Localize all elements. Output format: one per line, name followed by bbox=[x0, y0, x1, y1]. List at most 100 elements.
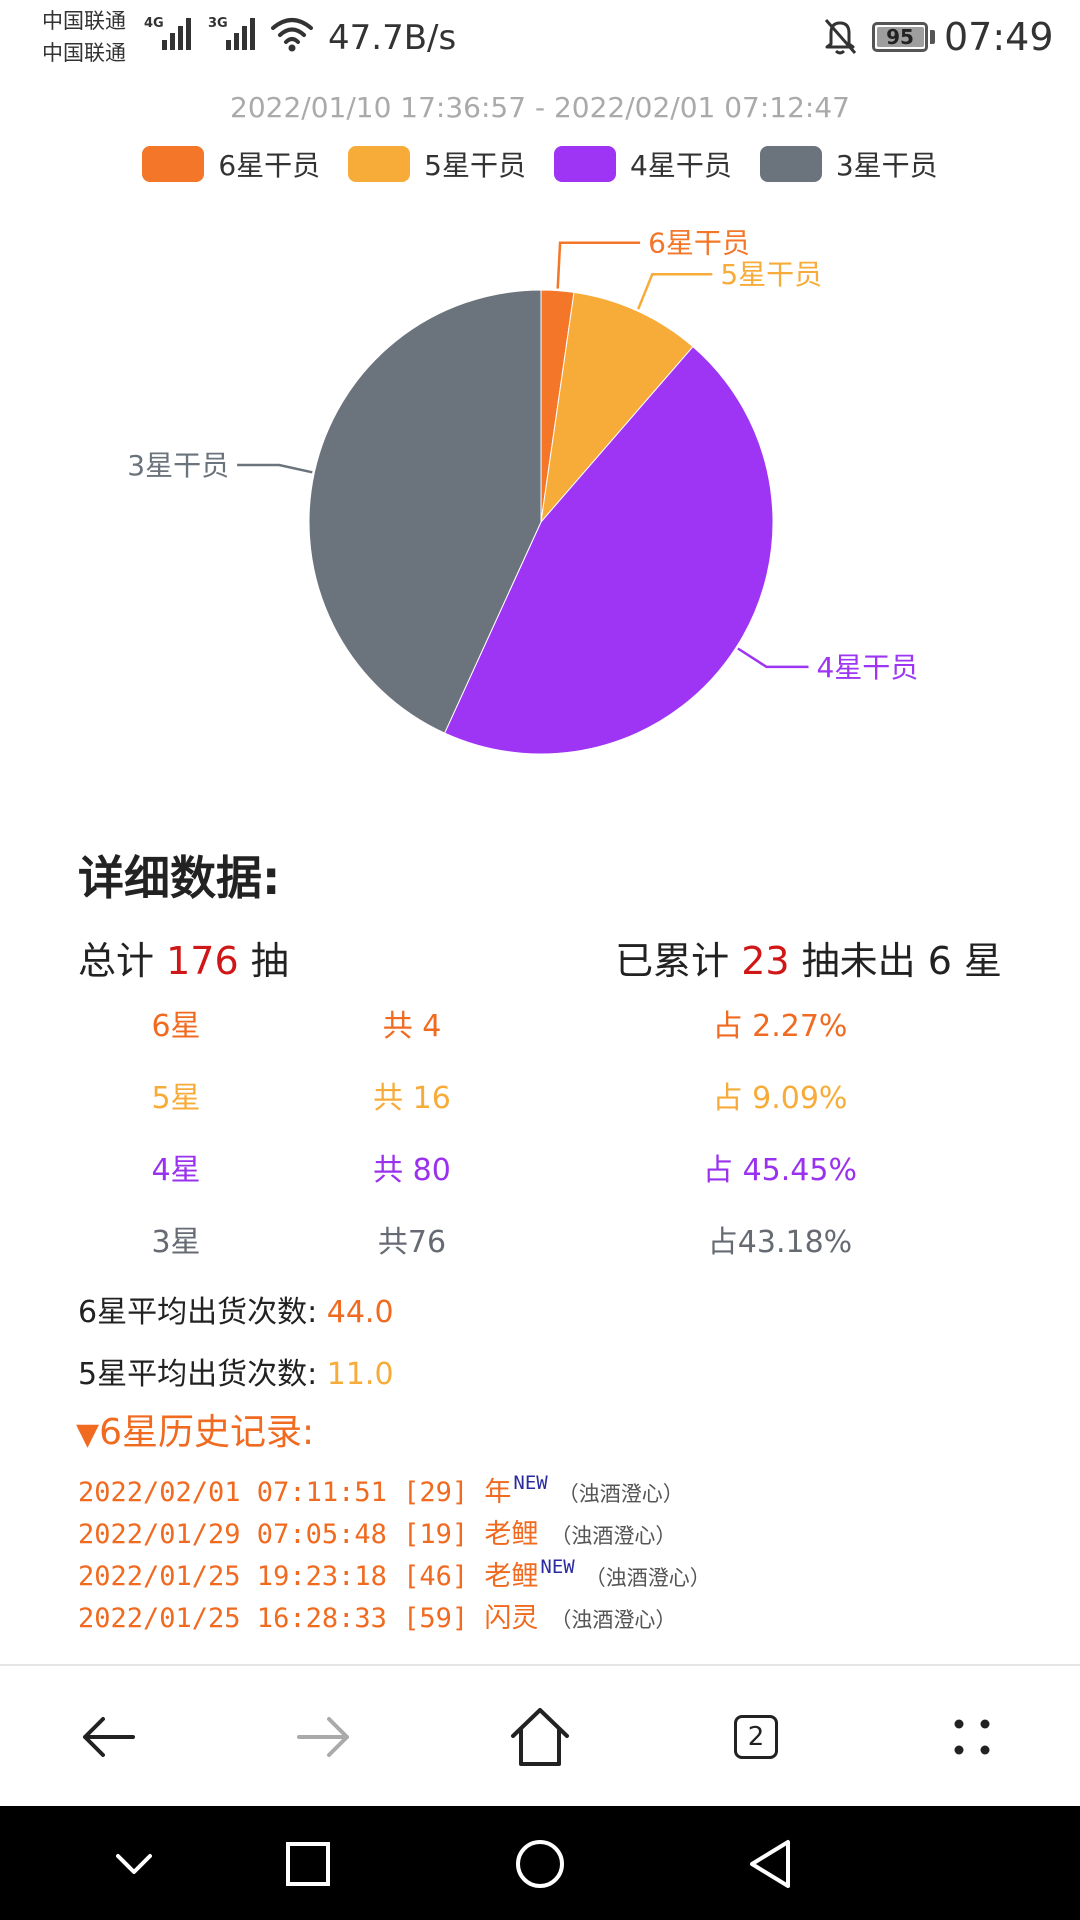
total-pulls: 总计 176 抽 bbox=[78, 936, 289, 986]
nav-home-button[interactable] bbox=[512, 1836, 568, 1892]
nav-back-button[interactable] bbox=[742, 1836, 798, 1892]
legend-label: 6星干员 bbox=[218, 149, 321, 182]
chart-subtitle: 2022/01/10 17:36:57 - 2022/02/01 07:12:4… bbox=[230, 91, 850, 124]
legend-label: 5星干员 bbox=[424, 149, 526, 182]
operator-name: 闪灵 bbox=[484, 1603, 539, 1634]
stats-row-6star: 6星 共 4 占 2.27% bbox=[0, 1002, 1080, 1052]
home-icon bbox=[511, 1708, 569, 1766]
history-time: 2022/01/25 16:28:33 [59] bbox=[78, 1603, 485, 1634]
total-prefix: 总计 bbox=[78, 939, 167, 983]
nav-recents-button[interactable] bbox=[280, 1836, 336, 1892]
legend-label: 4星干员 bbox=[630, 149, 732, 182]
pie-label-line bbox=[737, 647, 809, 669]
legend-swatch bbox=[759, 146, 822, 182]
pie-label-line bbox=[237, 463, 313, 474]
carrier-1: 中国联通 bbox=[42, 9, 126, 33]
avg-5star: 5星平均出货次数: 11.0 bbox=[78, 1352, 394, 1398]
rarity-label: 5星 bbox=[151, 1081, 201, 1116]
forward-arrow-icon bbox=[297, 1717, 349, 1757]
status-bar: 中国联通 中国联通 4G 3G 47.7B/s 95 07:49 bbox=[0, 0, 1080, 78]
rarity-count: 共76 bbox=[377, 1225, 447, 1260]
avg6-label: 6星平均出货次数: bbox=[78, 1295, 327, 1330]
history-item: 2022/01/25 19:23:18 [46] 老鲤 NEW （浊酒澄心） bbox=[78, 1546, 711, 1592]
legend-swatch bbox=[554, 146, 616, 182]
nav-hide-button[interactable] bbox=[106, 1836, 162, 1892]
history-item: 2022/02/01 07:11:51 [29] 年 NEW （浊酒澄心） bbox=[78, 1462, 711, 1508]
new-badge: NEW bbox=[513, 1472, 548, 1494]
back-button[interactable] bbox=[73, 1702, 143, 1772]
avg-6star: 6星平均出货次数: 44.0 bbox=[78, 1290, 394, 1336]
pie-label-line bbox=[556, 241, 641, 289]
operator-name: 年 bbox=[484, 1477, 512, 1508]
legend-item[interactable]: 4星干员 bbox=[554, 142, 732, 186]
history-title: 6星历史记录: bbox=[99, 1412, 315, 1453]
history-list: 2022/02/01 07:11:51 [29] 年 NEW （浊酒澄心） 2022… bbox=[78, 1462, 711, 1634]
network-type-1: 4G bbox=[144, 16, 164, 31]
pie-slice[interactable] bbox=[443, 345, 774, 755]
clock: 07:49 bbox=[944, 15, 1054, 59]
bell-mute-icon bbox=[824, 19, 857, 55]
more-icon bbox=[954, 1719, 990, 1755]
stats-row-4star: 4星 共 80 占 45.45% bbox=[0, 1146, 1080, 1196]
battery-level: 95 bbox=[886, 25, 914, 49]
home-button[interactable] bbox=[505, 1702, 575, 1772]
rarity-percent: 占43.18% bbox=[707, 1225, 853, 1260]
rarity-percent: 占 9.09% bbox=[712, 1081, 848, 1116]
banner-name: （浊酒澄心） bbox=[550, 1524, 677, 1548]
rarity-percent: 占 2.27% bbox=[712, 1009, 848, 1044]
history-time: 2022/01/25 19:23:18 [46] bbox=[78, 1561, 485, 1592]
pie-slice-label: 5星干员 bbox=[720, 258, 822, 291]
pie-slice-label: 6星干员 bbox=[648, 227, 750, 260]
battery-tip bbox=[930, 30, 935, 44]
rarity-label: 6星 bbox=[151, 1009, 201, 1044]
stats-row-5star: 5星 共 16 占 9.09% bbox=[0, 1074, 1080, 1124]
banner-name: （浊酒澄心） bbox=[550, 1608, 677, 1632]
tab-count: 2 bbox=[734, 1715, 778, 1759]
square-icon bbox=[286, 1842, 330, 1886]
system-nav-bar bbox=[0, 1806, 1080, 1920]
pity-suffix: 抽未出 6 星 bbox=[789, 939, 1002, 983]
history-item: 2022/01/29 07:05:48 [19] 老鲤 （浊酒澄心） bbox=[78, 1504, 711, 1550]
legend-swatch bbox=[142, 146, 205, 182]
pie-slice[interactable] bbox=[540, 291, 694, 524]
avg5-value: 11.0 bbox=[326, 1357, 394, 1392]
details-title: 详细数据: bbox=[78, 851, 281, 905]
legend-item[interactable]: 3星干员 bbox=[759, 142, 938, 186]
network-speed: 47.7B/s bbox=[328, 18, 457, 58]
legend-item[interactable]: 5星干员 bbox=[348, 142, 526, 186]
history-time: 2022/02/01 07:11:51 [29] bbox=[78, 1477, 485, 1508]
operator-name: 老鲤 bbox=[484, 1561, 539, 1592]
more-button[interactable] bbox=[937, 1702, 1007, 1772]
total-suffix: 抽 bbox=[238, 939, 289, 983]
total-value: 176 bbox=[166, 939, 239, 983]
back-arrow-icon bbox=[83, 1717, 135, 1757]
network-type-2: 3G bbox=[208, 16, 228, 31]
browser-toolbar: 2 bbox=[0, 1666, 1080, 1806]
legend-label: 3星干员 bbox=[835, 149, 938, 182]
pie-slice[interactable] bbox=[308, 289, 542, 734]
rarity-label: 4星 bbox=[151, 1153, 201, 1188]
history-time: 2022/01/29 07:05:48 [19] bbox=[78, 1519, 485, 1550]
legend-swatch bbox=[348, 146, 411, 182]
new-badge: NEW bbox=[540, 1556, 575, 1578]
triangle-down-icon: ▼ bbox=[76, 1417, 100, 1452]
rarity-count: 共 16 bbox=[373, 1081, 451, 1116]
chart-legend: 6星干员 5星干员 4星干员 3星干员 bbox=[0, 142, 1080, 186]
avg6-value: 44.0 bbox=[326, 1295, 394, 1330]
chevron-down-icon bbox=[116, 1854, 152, 1874]
triangle-back-icon bbox=[750, 1840, 790, 1888]
pie-label-line bbox=[637, 272, 713, 310]
rarity-count: 共 4 bbox=[382, 1009, 442, 1044]
pity-counter: 已累计 23 抽未出 6 星 bbox=[615, 936, 1002, 986]
forward-button[interactable] bbox=[289, 1702, 359, 1772]
rarity-percent: 占 45.45% bbox=[703, 1153, 857, 1188]
legend-item[interactable]: 6星干员 bbox=[142, 142, 320, 186]
tabs-button[interactable]: 2 bbox=[721, 1702, 791, 1772]
pity-prefix: 已累计 bbox=[615, 939, 742, 983]
operator-name: 老鲤 bbox=[484, 1519, 539, 1550]
battery-icon: 95 bbox=[872, 22, 928, 52]
circle-icon bbox=[516, 1840, 564, 1888]
banner-name: （浊酒澄心） bbox=[584, 1566, 711, 1590]
history-toggle[interactable]: ▼6星历史记录: bbox=[76, 1408, 314, 1460]
